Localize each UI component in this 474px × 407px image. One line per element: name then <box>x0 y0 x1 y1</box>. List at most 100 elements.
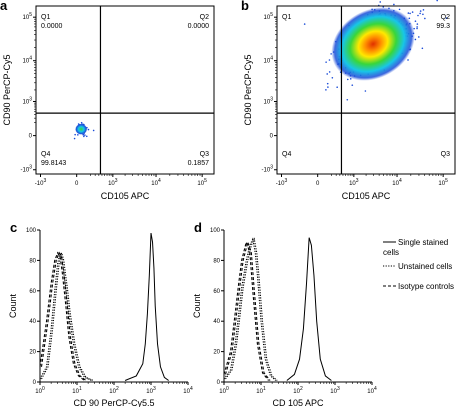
x-tick-label: 103 <box>349 178 359 187</box>
y-axis-label: CD90 PerCP-Cy5 <box>243 54 253 125</box>
panel-a: a -103-103 0 0 103 103 104 104 105 105 CD105 APC CD… <box>0 0 215 201</box>
event-dot <box>414 20 417 22</box>
quadrant-name-q3: Q3 <box>441 151 450 158</box>
panel-letter: a <box>0 0 8 13</box>
x-tick-label: 104 <box>367 386 377 395</box>
event-dot <box>414 38 417 41</box>
event-dot <box>398 8 401 11</box>
x-tick-label: 101 <box>256 386 266 395</box>
x-tick-label: 102 <box>293 386 303 395</box>
x-tick-label: 104 <box>183 386 193 395</box>
event-dot <box>85 135 88 138</box>
event-dot <box>419 12 421 15</box>
event-dot <box>407 12 410 14</box>
series-line-dotted <box>39 252 92 381</box>
event-dot <box>424 17 426 20</box>
panel-c: c 100 101 102 103 104 0 20 40 60 80 100 CD 90 PerCP-… <box>8 220 193 407</box>
y-tick-label: 0 <box>270 134 274 140</box>
event-dot <box>419 10 422 12</box>
x-axis-label: CD105 APC <box>101 191 150 201</box>
quadrant-value-q2: 0.0000 <box>188 23 210 30</box>
y-tick-label: 40 <box>29 319 36 325</box>
y-tick-label: 80 <box>29 258 36 264</box>
y-tick-label: 20 <box>213 350 220 356</box>
event-dot <box>409 12 411 15</box>
event-dot <box>407 59 409 61</box>
plot-frame <box>35 5 215 175</box>
x-tick-label: 102 <box>109 386 119 395</box>
x-tick-label: -103 <box>35 178 47 187</box>
legend: Single stained cells Unstained cells Isotyp… <box>383 238 454 291</box>
panel-b: b -103-103 0 0 103 103 104 104 105 105 CD105 APC CD… <box>241 0 456 201</box>
y-tick-label: -103 <box>21 165 33 174</box>
event-dot <box>418 36 420 38</box>
x-tick-label: 0 <box>75 181 79 187</box>
event-dot <box>445 17 448 19</box>
panel-letter: d <box>194 220 202 235</box>
y-tick-label: 60 <box>29 289 36 295</box>
event-dot <box>326 73 329 75</box>
legend-label: Single stained cells <box>383 238 448 257</box>
y-tick-label: 104 <box>264 56 274 65</box>
event-dot <box>77 134 79 136</box>
event-dot <box>364 90 367 92</box>
event-dot <box>346 98 349 101</box>
event-dot <box>326 82 329 85</box>
x-tick-label: 104 <box>392 178 402 187</box>
y-tick-label: 105 <box>23 12 33 21</box>
y-tick-label: 60 <box>213 289 220 295</box>
event-dot <box>87 128 90 131</box>
y-tick-label: 40 <box>213 319 220 325</box>
event-dot <box>422 9 425 11</box>
y-axis-label: CD90 PerCP-Cy5 <box>2 54 12 125</box>
series-line-solid <box>124 232 169 381</box>
y-tick-label: 103 <box>264 96 274 105</box>
legend-label: Isotype controls <box>398 282 454 291</box>
event-density <box>75 123 88 135</box>
y-tick-label: 100 <box>210 228 221 234</box>
y-tick-label: -103 <box>262 165 274 174</box>
event-dot <box>327 86 329 88</box>
event-dot <box>74 133 76 136</box>
quadrant-name-q1: Q1 <box>282 14 291 21</box>
event-dot <box>346 78 349 81</box>
x-tick-label: 0 <box>316 181 320 187</box>
y-axis-label: Count <box>8 294 18 319</box>
quadrant-name-q3: Q3 <box>200 151 209 158</box>
event-dot <box>83 135 85 138</box>
x-tick-label: 105 <box>438 178 448 187</box>
panel-d: d 100 101 102 103 104 0 20 40 60 80 100 CD 105 APC Co… <box>192 220 377 407</box>
legend-label: Unstained cells <box>398 262 452 271</box>
quadrant-value-q2: 99.3 <box>436 23 450 30</box>
series-line-dotted-replicate <box>225 237 278 381</box>
x-tick-label: 101 <box>72 386 82 395</box>
y-tick-label: 20 <box>29 350 36 356</box>
event-dot <box>417 14 419 17</box>
y-tick-label: 105 <box>264 12 274 21</box>
series-line-dashed-replicate <box>40 251 87 381</box>
x-tick-label: -103 <box>276 178 288 187</box>
event-dot <box>325 89 327 91</box>
series-line-dashed <box>223 240 269 381</box>
x-axis-label: CD 105 APC <box>272 398 324 407</box>
quadrant-name-q2: Q2 <box>200 14 209 21</box>
event-dot <box>436 0 438 2</box>
event-dot <box>80 121 83 124</box>
event-dot <box>379 1 382 3</box>
quadrant-value-q3: 0.1857 <box>188 160 210 167</box>
quadrant-name-q1: Q1 <box>41 14 50 21</box>
y-tick-label: 103 <box>23 96 33 105</box>
panel-letter: b <box>241 0 249 13</box>
quadrant-name-q2: Q2 <box>441 14 450 21</box>
event-dot <box>336 86 338 88</box>
event-dot <box>331 76 334 79</box>
x-axis-label: CD 90 PerCP-Cy5.5 <box>73 398 154 407</box>
x-tick-label: 100 <box>35 386 45 395</box>
panel-letter: c <box>10 220 17 235</box>
y-tick-label: 0 <box>33 380 37 386</box>
event-dot <box>393 3 395 6</box>
event-dot <box>416 23 419 25</box>
event-density <box>331 7 415 81</box>
y-tick-label: 80 <box>213 258 220 264</box>
